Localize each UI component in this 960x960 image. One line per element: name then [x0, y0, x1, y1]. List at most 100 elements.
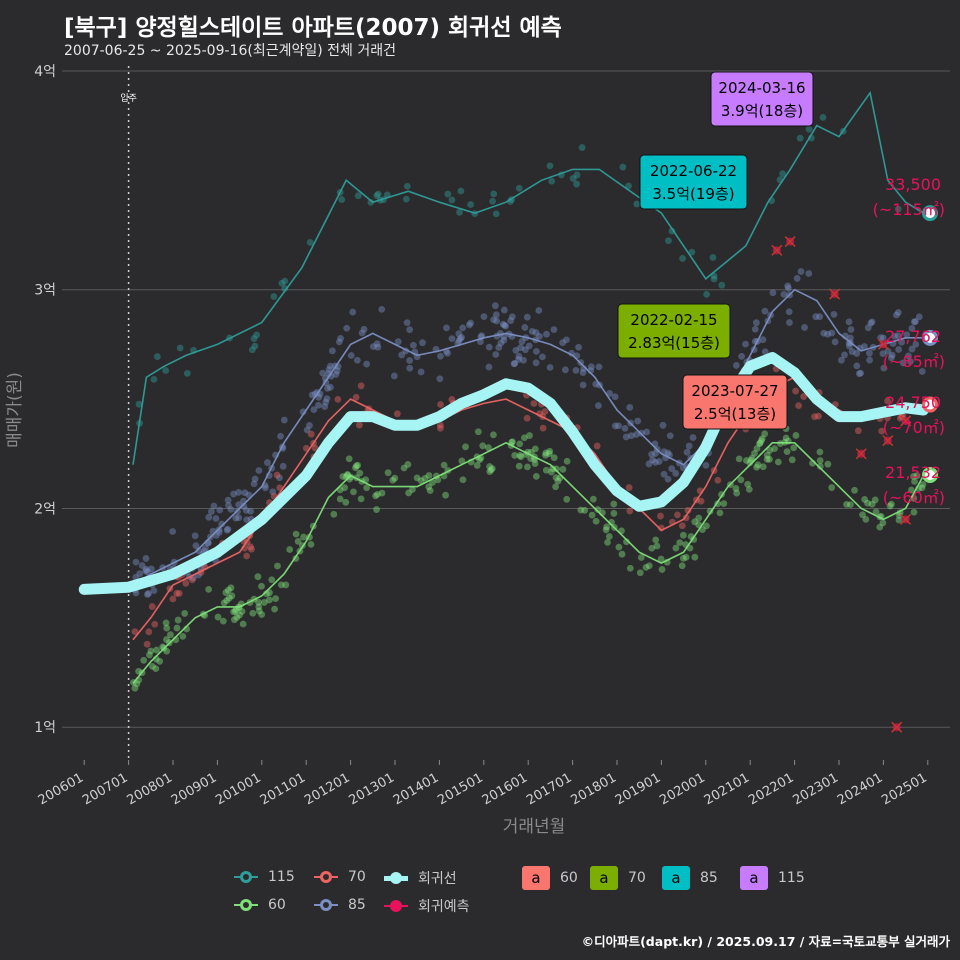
legend-label-forecast: 회귀예측: [418, 899, 470, 915]
scatter-point: [145, 628, 153, 636]
scatter-point: [349, 308, 357, 316]
chart-subtitle: 2007-06-25 ~ 2025-09-16(최근계약일) 전체 거래건: [64, 43, 396, 59]
scatter-point: [543, 330, 550, 338]
x-tick-label: 202201: [746, 770, 796, 808]
scatter-point: [907, 358, 914, 365]
scatter-point: [243, 516, 251, 524]
scatter-point: [261, 484, 269, 492]
scatter-point: [515, 462, 523, 470]
legend-label-60: 60: [268, 897, 286, 913]
scatter-point: [742, 340, 749, 348]
scatter-point: [182, 579, 190, 587]
scatter-point: [577, 506, 585, 514]
scatter-point: [207, 508, 215, 516]
scatter-point: [888, 351, 896, 359]
scatter-point: [812, 313, 820, 321]
scatter-point: [793, 275, 801, 282]
scatter-point: [479, 442, 487, 450]
scatter-point: [691, 518, 699, 526]
scatter-point: [176, 344, 184, 352]
scatter-point: [865, 349, 873, 357]
scatter-point: [142, 555, 150, 562]
scatter-point: [668, 465, 676, 473]
legend-box-glyph: a: [740, 866, 768, 890]
scatter-point: [657, 512, 664, 520]
scatter-point: [181, 610, 189, 617]
scatter-point: [546, 447, 554, 455]
scatter-point: [272, 595, 280, 603]
scatter-point: [546, 162, 554, 170]
scatter-point: [233, 613, 241, 621]
scatter-point: [898, 338, 905, 346]
scatter-point: [131, 628, 139, 636]
scatter-point: [225, 594, 233, 602]
scatter-point: [374, 490, 381, 498]
scatter-point: [664, 475, 672, 483]
scatter-point: [201, 544, 209, 552]
scatter-point: [517, 344, 525, 352]
scatter-point: [841, 351, 848, 359]
scatter-point: [853, 350, 861, 357]
scatter-point: [587, 363, 595, 371]
forecast-marker: [855, 448, 867, 460]
scatter-point: [173, 624, 181, 632]
scatter-point: [509, 438, 516, 446]
series-line-s60: [132, 441, 925, 684]
x-tick-label: 200701: [80, 770, 130, 808]
scatter-point: [559, 465, 567, 473]
scatter-point: [167, 631, 174, 639]
scatter-point: [242, 506, 250, 514]
scatter-point: [319, 369, 327, 377]
legend-box-label-115: 115: [778, 870, 805, 886]
scatter-point: [354, 192, 362, 200]
scatter-point: [518, 338, 526, 345]
x-tick-label: 201901: [613, 770, 663, 808]
scatter-point: [856, 344, 864, 352]
scatter-point: [816, 313, 824, 321]
scatter-point: [625, 484, 633, 491]
scatter-point: [354, 461, 362, 469]
scatter-point: [895, 511, 903, 519]
scatter-point: [341, 484, 349, 492]
scatter-point: [485, 363, 493, 371]
scatter-point: [444, 190, 452, 198]
scatter-point: [695, 514, 703, 522]
scatter-point: [774, 458, 782, 466]
scatter-point: [174, 616, 182, 624]
scatter-point: [135, 667, 142, 675]
scatter-point: [703, 290, 711, 298]
scatter-point: [488, 465, 496, 472]
scatter-point: [306, 239, 314, 246]
scatter-point: [352, 393, 360, 401]
scatter-point: [542, 466, 550, 474]
scatter-point: [633, 431, 640, 438]
scatter-point: [269, 488, 277, 496]
y-tick-label: 1억: [34, 720, 56, 736]
scatter-point: [521, 324, 529, 331]
scatter-point: [268, 576, 276, 584]
scatter-point: [163, 636, 170, 643]
scatter-point: [191, 532, 199, 540]
scatter-point: [324, 384, 331, 392]
scatter-point: [358, 329, 366, 337]
scatter-point: [308, 391, 316, 399]
scatter-point: [880, 364, 888, 372]
scatter-point: [355, 421, 363, 429]
scatter-point: [861, 343, 868, 350]
scatter-point: [322, 398, 330, 406]
scatter-point: [759, 336, 767, 344]
scatter-point: [779, 170, 787, 178]
scatter-point: [851, 486, 858, 494]
scatter-point: [668, 227, 676, 235]
scatter-point: [163, 624, 171, 632]
scatter-point: [678, 562, 686, 570]
scatter-point: [780, 290, 788, 298]
scatter-point: [334, 395, 342, 403]
scatter-point: [258, 611, 266, 618]
scatter-point: [532, 472, 540, 480]
scatter-point: [339, 473, 347, 480]
scatter-point: [684, 507, 692, 514]
peak-label-date: 2022-06-22: [650, 162, 737, 180]
forecast-x: [784, 236, 796, 248]
scatter-point: [152, 665, 160, 673]
